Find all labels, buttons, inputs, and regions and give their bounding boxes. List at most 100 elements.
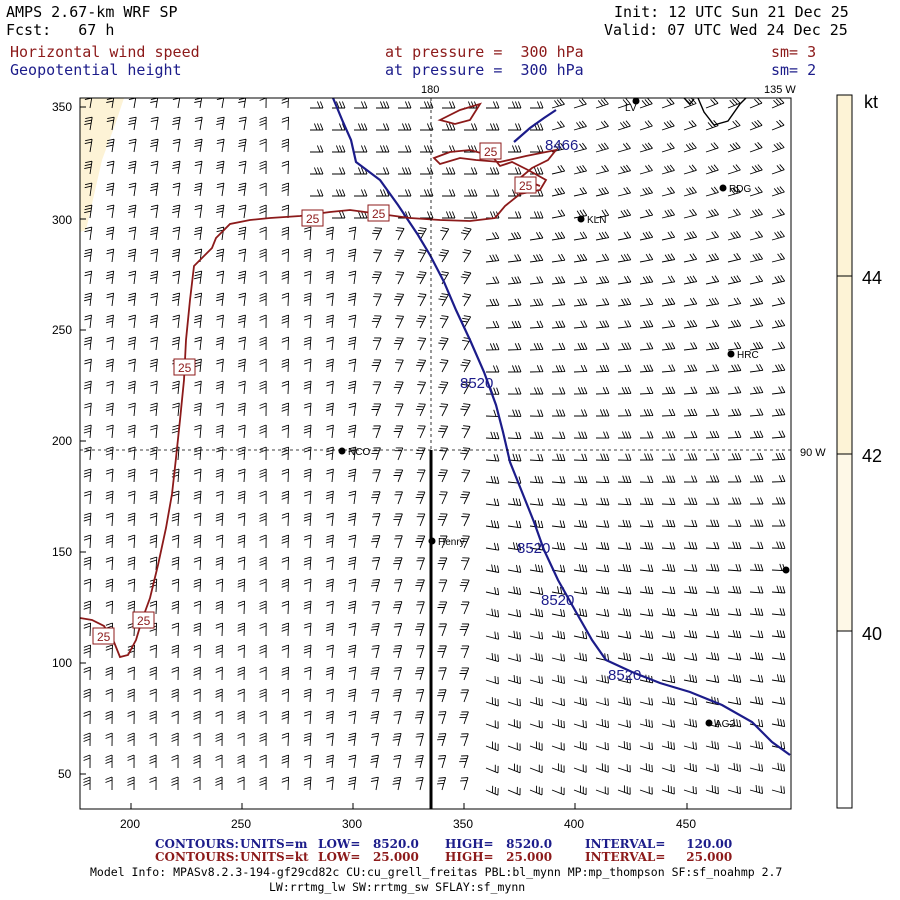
wind-barb	[529, 608, 544, 618]
wind-barb	[393, 469, 404, 483]
wind-barb	[171, 336, 180, 351]
wind-barb	[507, 387, 522, 395]
wind-barb	[727, 164, 741, 175]
colorbar-segment	[837, 95, 852, 276]
wind-barb	[573, 519, 588, 528]
wind-barb	[639, 186, 653, 197]
y-tick-label: 300	[52, 213, 72, 227]
valid-time: Valid: 07 UTC Wed 24 Dec 25	[604, 21, 848, 39]
wind-barb	[485, 320, 500, 329]
x-tick-label: 400	[564, 817, 584, 831]
wind-barb	[303, 446, 312, 461]
wind-barb	[617, 675, 632, 684]
wind-barb	[771, 629, 786, 638]
wind-barb	[149, 314, 158, 329]
wind-barb	[529, 475, 544, 484]
wind-barb	[105, 468, 114, 483]
height-label: 8466	[545, 137, 578, 154]
station-kln: KLN	[577, 215, 606, 226]
wind-barb	[551, 609, 566, 618]
wind-barb	[617, 719, 631, 729]
wind-barb	[127, 666, 135, 681]
wind-barb	[237, 578, 246, 593]
wind-barb	[661, 275, 676, 285]
wind-barb	[595, 786, 609, 795]
wind-barb	[771, 252, 785, 263]
colorbar-unit: kt	[864, 92, 878, 112]
wind-barb	[661, 319, 676, 329]
wind-barb	[259, 424, 267, 439]
svg-text:AG2: AG2	[715, 719, 735, 730]
wind-barb	[354, 189, 368, 197]
wind-barb	[216, 98, 225, 109]
wind-barb	[303, 732, 312, 747]
wind-barb	[639, 741, 653, 751]
wind-barb	[150, 98, 159, 109]
wind-barb	[215, 512, 224, 527]
wind-barb	[705, 386, 720, 395]
wind-barb	[771, 363, 786, 373]
wind-barb	[398, 101, 412, 109]
wind-barb	[106, 226, 115, 241]
speed-label-box: 25	[132, 611, 155, 629]
colorbar-segment	[837, 631, 852, 808]
wind-barb	[348, 380, 357, 395]
wind-barb	[393, 754, 402, 769]
wind-barb	[105, 644, 113, 659]
wind-barb	[371, 732, 380, 747]
wind-barb	[216, 446, 224, 461]
wind-barb	[171, 732, 179, 747]
wind-barb	[149, 402, 158, 417]
wind-barb	[749, 563, 764, 572]
wind-barb	[771, 541, 786, 549]
wind-barb	[771, 275, 786, 285]
wind-barb	[83, 534, 92, 549]
wind-barb	[237, 534, 246, 549]
wind-barb	[508, 145, 522, 153]
wind-barb	[437, 689, 447, 703]
wind-barb	[529, 320, 544, 329]
wind-barb	[439, 315, 449, 329]
wind-barb	[370, 710, 380, 725]
land-shading	[80, 98, 124, 232]
wind-barb	[325, 446, 334, 461]
wind-barb	[727, 741, 742, 750]
wind-barb	[84, 204, 93, 219]
wind-barb	[437, 755, 447, 769]
wind-barb	[171, 490, 180, 505]
wind-barb	[83, 600, 92, 615]
wind-barb	[438, 711, 447, 725]
wind-barb	[683, 718, 698, 728]
wind-barb	[749, 740, 764, 750]
wind-barb	[259, 468, 267, 483]
wind-barb	[727, 230, 741, 241]
wind-barb	[149, 534, 158, 549]
wind-barb	[460, 315, 472, 329]
wind-barb	[749, 586, 764, 594]
wind-barb	[149, 578, 158, 593]
wind-barb	[551, 742, 565, 751]
wind-barb	[237, 688, 245, 703]
wind-barb	[106, 336, 114, 351]
wind-barb	[325, 314, 334, 329]
wind-barb	[149, 776, 157, 791]
wind-barb	[105, 270, 115, 285]
wind-barb	[193, 446, 202, 461]
wind-barb	[150, 292, 159, 307]
wind-barb	[215, 622, 224, 637]
wind-barb	[415, 403, 426, 417]
wind-barb	[193, 688, 201, 703]
wind-barb	[485, 697, 499, 707]
wind-barb	[348, 424, 357, 439]
wind-barb	[348, 446, 357, 461]
wind-barb	[127, 512, 136, 527]
wind-barb	[326, 468, 334, 483]
wind-barb	[216, 182, 225, 197]
wind-barb	[194, 204, 203, 219]
wind-barb	[639, 275, 654, 285]
wind-barb	[639, 653, 654, 662]
wind-barb	[507, 653, 521, 662]
wind-barb	[595, 364, 610, 373]
wind-barb	[485, 741, 499, 752]
wind-barb	[237, 754, 245, 769]
